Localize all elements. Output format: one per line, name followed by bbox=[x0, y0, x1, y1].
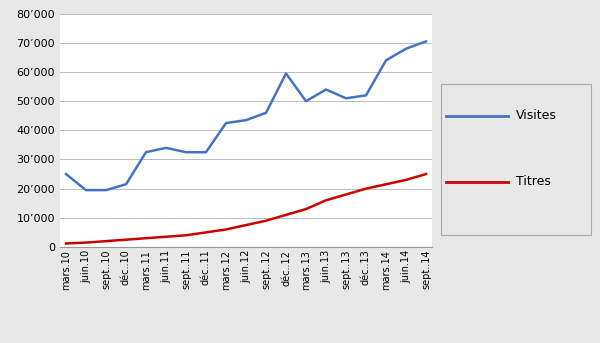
Visites bbox=[142, 150, 149, 154]
Titres bbox=[182, 233, 190, 237]
Titres bbox=[302, 207, 310, 211]
Titres bbox=[82, 240, 89, 245]
Visites bbox=[182, 150, 190, 154]
Titres bbox=[202, 230, 209, 235]
Visites bbox=[163, 146, 170, 150]
Visites bbox=[343, 96, 350, 100]
Titres bbox=[422, 172, 430, 176]
Titres bbox=[142, 236, 149, 240]
Visites bbox=[403, 47, 410, 51]
Visites bbox=[302, 99, 310, 103]
Titres bbox=[122, 238, 130, 242]
Visites bbox=[322, 87, 329, 92]
Visites bbox=[422, 39, 430, 44]
Visites bbox=[362, 93, 370, 97]
Titres bbox=[283, 213, 290, 217]
Titres bbox=[163, 235, 170, 239]
Visites bbox=[382, 58, 389, 62]
Titres bbox=[262, 219, 269, 223]
Visites bbox=[122, 182, 130, 186]
Text: Visites: Visites bbox=[516, 109, 557, 122]
Titres bbox=[362, 187, 370, 191]
Titres bbox=[382, 182, 389, 186]
Visites bbox=[242, 118, 250, 122]
Visites bbox=[262, 111, 269, 115]
Text: Titres: Titres bbox=[516, 175, 551, 188]
Titres bbox=[62, 241, 70, 246]
Titres bbox=[103, 239, 110, 243]
Visites bbox=[283, 71, 290, 75]
Visites bbox=[82, 188, 89, 192]
Titres bbox=[403, 178, 410, 182]
Titres bbox=[223, 227, 230, 232]
Titres bbox=[242, 223, 250, 227]
Visites bbox=[62, 172, 70, 176]
Line: Visites: Visites bbox=[66, 42, 426, 190]
Titres bbox=[343, 192, 350, 197]
Line: Titres: Titres bbox=[66, 174, 426, 244]
Visites bbox=[202, 150, 209, 154]
Titres bbox=[322, 198, 329, 202]
Visites bbox=[103, 188, 110, 192]
Visites bbox=[223, 121, 230, 125]
